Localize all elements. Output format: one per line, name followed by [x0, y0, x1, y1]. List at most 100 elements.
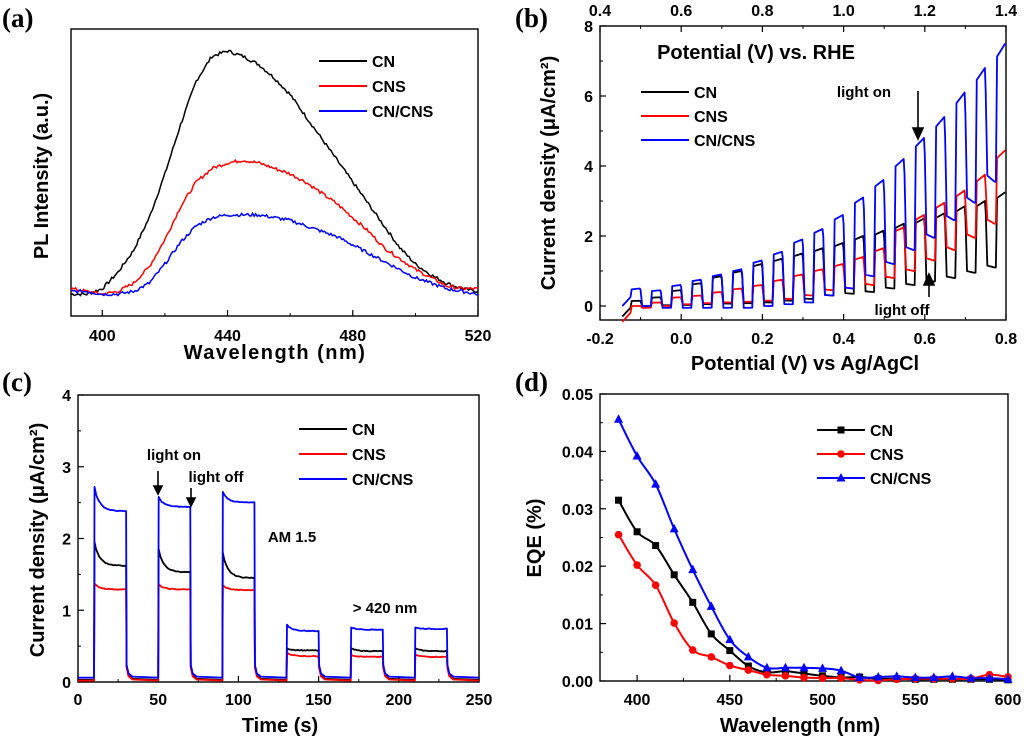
panel-d-series-cns-point: [800, 673, 808, 682]
panel-c-ylabel: Current density (μA/cm²): [27, 423, 49, 657]
panel-a-plot-frame: [70, 28, 479, 317]
arrow-head-light-on-c: [152, 485, 164, 496]
panel-c-xlabel: Time (s): [242, 715, 318, 737]
panel-c-annotation-420nm: > 420 nm: [353, 600, 418, 617]
panel-c-series-cns: [78, 582, 480, 682]
panel-d-series-cns-point: [707, 653, 716, 661]
panel-d-legend-label: CN/CNS: [870, 471, 932, 488]
panel-c-legend-label: CN: [352, 422, 375, 439]
panel-c-annotation-light-on: light on: [147, 447, 201, 464]
panel-d-xlabel: Wavelength (nm): [720, 715, 880, 737]
panel-a-ylabel: PL Intensity (a.u.): [31, 93, 53, 259]
arrow-head-light-off-c: [185, 497, 197, 508]
panel-d-plot-frame: [599, 393, 1009, 682]
panel-c-series-cn: [78, 541, 480, 681]
panel-d-xtick-label: 450: [716, 692, 743, 709]
panel-d-legend-label: CNS: [870, 447, 904, 464]
panel-d-series-cns-point: [614, 530, 623, 539]
panel-d-series-cn-point: [689, 598, 697, 606]
panel-d-series-cn: [617, 499, 1009, 681]
panel-d-series-cn-cns-point: [743, 651, 753, 661]
panel-d-ytick-label: 0.01: [562, 617, 593, 634]
panel-c-xtick-label: 150: [305, 692, 332, 709]
arrows: [152, 91, 936, 508]
panel-d-series-cn-cns-point: [669, 523, 679, 533]
panel-label-c: (c): [2, 367, 32, 397]
panel-d-series-cn-point: [726, 647, 734, 655]
panel-d-series-cn-cns-point: [762, 662, 772, 672]
panel-d-series-cn-cns-point: [725, 634, 735, 644]
panel-d-series-cns-point: [670, 619, 678, 627]
panel-d-series-cn-cns-point: [688, 564, 698, 574]
panel-d-series-cn-point: [615, 496, 623, 504]
panel-b-ytick-label: 8: [584, 19, 593, 36]
panel-d-series-cns-point: [781, 672, 790, 680]
panel-d-series-cns: [617, 534, 1009, 682]
arrow-head-light-on-b: [911, 127, 925, 141]
panel-d-ytick-label: 0.00: [562, 674, 593, 691]
panel-d-series-cn-point: [707, 630, 715, 638]
panel-b-ylabel: Current density (μA/cm²): [538, 56, 560, 290]
panel-d-series-cn-cns: [617, 418, 1009, 681]
panel-d-ytick-label: 0.03: [562, 502, 593, 519]
panel-b-top-xtick-label: 1.4: [995, 3, 1017, 20]
panel-d-xtick-label: 550: [902, 692, 929, 709]
panel-b-ytick-label: 4: [584, 159, 593, 176]
panel-d-series-cn-cns-point: [1003, 674, 1013, 683]
panel-d-series-cn-cns-point: [966, 673, 976, 682]
panel-d-series-cn-cns-point: [836, 665, 846, 675]
panel-a-xlabel: Wavelength (nm): [184, 342, 367, 364]
panel-d-ylabel: EQE (%): [524, 499, 546, 578]
panel-c-legend-label: CNS: [352, 447, 386, 464]
panel-b-xlabel: Potential (V) vs Ag/AgCl: [691, 353, 919, 375]
panel-b-series-cn-cns: [621, 43, 1006, 309]
panel-a-legend-label: CN: [372, 54, 395, 71]
panel-b-top-xtick-label: 1.0: [832, 3, 854, 20]
panel-label-a: (a): [2, 3, 33, 33]
panel-d-series-cn-point: [800, 670, 808, 678]
panel-d-series-cn-cns-point: [929, 672, 939, 682]
panel-d-series-cns-point: [651, 581, 660, 589]
panel-b-annotation-light-off: light off: [875, 302, 931, 319]
panel-a-chart: 400 440 480 520 CN CNS CN/CNS: [70, 28, 491, 345]
panel-d-legend-marker: [837, 450, 845, 458]
panel-d-legend-label: CN: [870, 423, 893, 440]
panel-d-legend-marker: [837, 426, 845, 434]
panel-b-ytick-label: 6: [584, 89, 593, 106]
panel-b-xtick-label: 0.2: [751, 331, 773, 348]
panel-d-series-cn-cns-point: [632, 450, 642, 460]
panel-b-annotation-light-on: light on: [837, 84, 891, 101]
panel-d-series-cn-cns-point: [706, 601, 716, 610]
panel-b-top-xtick-label: 0.6: [670, 3, 692, 20]
panel-c-xtick-label: 250: [466, 692, 493, 709]
panel-b-chart: -0.2 0.0 0.2 0.4 0.6 0.8 0.4 0.6 0.8 1.0 1.2 1.4 0 2 4…: [584, 3, 1017, 348]
panel-b-xtick-label: 0.4: [832, 331, 854, 348]
panel-d-series-cn-point: [670, 571, 678, 579]
panel-c-xtick-label: 50: [149, 692, 167, 709]
panel-d-series-cn-point: [633, 528, 641, 536]
panel-b-xtick-label: 0.8: [995, 331, 1017, 348]
panel-d-series-cn-cns-point: [873, 671, 883, 681]
panel-d-series-cn-cns-point: [892, 671, 902, 680]
panel-d-series-cn-cns-point: [910, 672, 920, 682]
panel-d-legend-marker: [836, 473, 846, 482]
panel-label-b: (b): [515, 3, 548, 33]
panel-c-ytick-label: 0: [62, 675, 71, 692]
panel-b-legend-label: CNS: [694, 109, 728, 126]
panel-c-legend-label: CN/CNS: [352, 472, 414, 489]
panel-d-series-cns-point: [763, 670, 771, 679]
panel-d-series-cn-point: [744, 662, 752, 670]
panel-b-top-xtick-label: 0.4: [589, 3, 611, 20]
panel-c-ytick-label: 3: [62, 460, 71, 477]
panel-c-annotation-am15: AM 1.5: [268, 529, 316, 546]
panel-d-series-cn-cns-point: [799, 662, 809, 672]
arrow-head-light-off-b: [922, 272, 936, 286]
panel-b-legend-label: CN: [694, 85, 717, 102]
panel-b-xtick-label: 0.6: [914, 331, 936, 348]
panel-c-ytick-label: 1: [62, 603, 71, 620]
panel-a-xtick-label: 480: [339, 328, 366, 345]
panel-b-xtick-label: -0.2: [586, 331, 614, 348]
panel-b-ytick-label: 2: [584, 229, 593, 246]
panel-d-xtick-label: 500: [809, 692, 836, 709]
